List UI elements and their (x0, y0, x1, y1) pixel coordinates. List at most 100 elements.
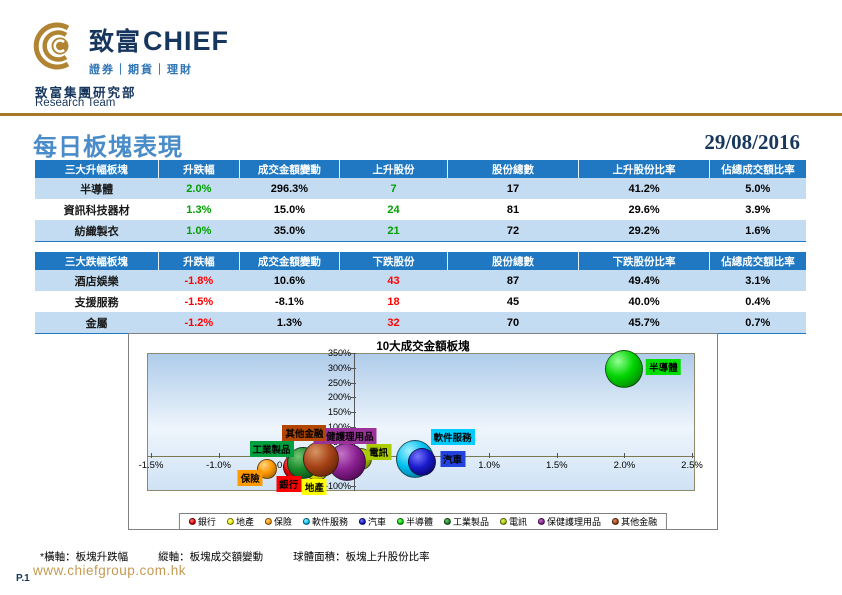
table-row: 資訊科技器材 1.3% 15.0% 24 81 29.6% 3.9% (35, 199, 806, 220)
table-cell: 10.6% (239, 270, 340, 291)
bubble-其他金融 (303, 440, 340, 477)
table-cell: 半導體 (35, 178, 159, 199)
brand-name: 致富 CHIEF (89, 22, 229, 58)
brand-cn: 致富 (89, 28, 142, 56)
bubble-半導體 (605, 349, 644, 388)
column-header: 成交金額變動 (238, 252, 340, 270)
bubble-label-工業製品: 工業製品 (249, 440, 294, 457)
table-cell: 41.2% (578, 178, 710, 199)
top-losers-table: 三大跌幅板塊 升跌幅 成交金額變動 下跌股份 股份總數 下跌股份比率 佔總成交額比率 酒店娛樂… (35, 252, 806, 334)
y-tick-label: 200% (327, 392, 351, 403)
chart-footnote: *橫軸：板塊升跌幅 縱軸：板塊成交額變動 球體面積：板塊上升股份比率 (40, 549, 460, 564)
table-cell: 40.0% (628, 296, 660, 308)
table-cell: 296.3% (239, 178, 340, 199)
y-tick-label: -100% (324, 481, 351, 491)
legend-dot-icon (538, 518, 546, 525)
legend-dot-icon (397, 518, 404, 525)
legend-dot-icon (226, 518, 234, 525)
legend-item-保險: 保險 (264, 515, 292, 528)
legend-dot-icon (188, 518, 196, 525)
table-cell: 金屬 (35, 312, 159, 334)
table-cell: 35.0% (239, 220, 340, 242)
table-cell: -1.8% (158, 270, 240, 291)
table-cell: 72 (447, 220, 579, 242)
column-header: 上升股份比率 (578, 160, 710, 178)
table-cell: 45.7% (578, 312, 710, 334)
legend-item-汽車: 汽車 (358, 515, 386, 528)
table-row: 酒店娛樂 -1.8% 10.6% 43 87 49.4% 3.1% (35, 270, 806, 291)
table-cell: 0.7% (709, 312, 806, 334)
brand-en: CHIEF (143, 26, 230, 56)
column-header: 下跌股份比率 (578, 252, 710, 270)
table-cell: 70 (447, 312, 579, 334)
table-cell: 24 (387, 204, 400, 216)
table-cell: 43 (339, 270, 448, 291)
y-tick-mark (351, 367, 356, 369)
table-row: 半導體 2.0% 296.3% 7 17 41.2% 5.0% (35, 178, 806, 199)
legend-item-其他金融: 其他金融 (612, 515, 657, 528)
y-tick-label: 250% (327, 377, 351, 388)
legend-dot-icon (302, 518, 310, 525)
table-cell: 1.0% (158, 220, 240, 242)
table-cell: 3.9% (745, 204, 771, 216)
table-cell: 45 (506, 296, 520, 308)
x-tick-mark (556, 453, 558, 458)
legend-dot-icon (264, 518, 272, 525)
chief-logo: 致富 CHIEF 證券｜期貨｜理財 (33, 22, 229, 77)
y-tick-mark (351, 382, 356, 384)
bubble-汽車 (407, 447, 436, 476)
table-cell: 支援服務 (74, 297, 119, 309)
bubble-label-軟件服務: 軟件服務 (430, 428, 475, 445)
chart-title: 10大成交金額板塊 (376, 341, 470, 353)
x-tick-label: 2.5% (681, 460, 703, 471)
table-row: 金屬 -1.2% 1.3% 32 70 45.7% 0.7% (35, 312, 806, 334)
legend-item-地產: 地產 (226, 515, 254, 528)
y-tick-mark (351, 353, 356, 354)
table-cell: 1.6% (709, 220, 806, 242)
table-cell: 資訊科技器材 (63, 205, 130, 217)
column-header: 佔總成交額比率 (709, 252, 806, 270)
x-tick-label: 2.0% (613, 460, 636, 471)
x-tick-label: -1.0% (206, 460, 232, 471)
table-cell: 1.3% (239, 312, 340, 334)
y-tick-mark (351, 412, 356, 414)
column-header: 佔總成交額比率 (709, 160, 806, 178)
column-header: 三大跌幅板塊 (35, 252, 159, 270)
legend-dot-icon (358, 518, 366, 525)
footnote-item: 縱軸：板塊成交額變動 (158, 551, 264, 563)
column-header: 股份總數 (446, 252, 579, 270)
table-cell: 87 (447, 270, 579, 291)
bubble-label-電訊: 電訊 (366, 443, 392, 460)
table-cell: 49.4% (578, 270, 710, 291)
y-tick-label: 150% (327, 407, 351, 418)
table-row: 支援服務 -1.5% -8.1% 18 45 40.0% 0.4% (35, 291, 806, 312)
legend-item-軟件服務: 軟件服務 (302, 515, 348, 528)
table-cell: 29.2% (578, 220, 710, 242)
x-tick-mark (218, 453, 220, 458)
bubble-label-地產: 地產 (301, 478, 327, 495)
table-cell: 21 (339, 220, 448, 242)
y-tick-label: 300% (327, 362, 351, 373)
y-tick-label: 350% (327, 348, 351, 358)
y-tick-mark (351, 426, 356, 428)
table-cell: 81 (506, 204, 520, 216)
table-cell: 15.0% (273, 204, 306, 216)
table-cell: 2.0% (158, 178, 240, 199)
table-cell: 29.6% (628, 204, 660, 216)
x-tick-label: 1.5% (545, 460, 568, 471)
footnote-item: 球體面積：板塊上升股份比率 (293, 551, 430, 563)
website-link[interactable]: www.chiefgroup.com.hk (33, 563, 187, 578)
legend-item-工業製品: 工業製品 (444, 515, 489, 528)
bubble-label-銀行: 銀行 (276, 475, 302, 492)
chief-shell-icon (33, 22, 70, 70)
report-date: 29/08/2016 (704, 130, 800, 154)
x-tick-mark (151, 453, 152, 458)
bubble-label-保健護理用品: 保健護理用品 (313, 427, 377, 444)
page-title: 每日板塊表現 (33, 134, 183, 161)
footnote-item: *橫軸：板塊升跌幅 (40, 551, 129, 563)
chart-legend: 銀行 地產 保險 軟件服務 汽車 半導體 工業製品 電訊 保健護理用品 其他金融 (178, 513, 668, 530)
table-cell: -1.5% (184, 296, 214, 308)
department-cn: 致富集團研究部 (35, 86, 137, 100)
legend-item-半導體: 半導體 (397, 515, 433, 528)
